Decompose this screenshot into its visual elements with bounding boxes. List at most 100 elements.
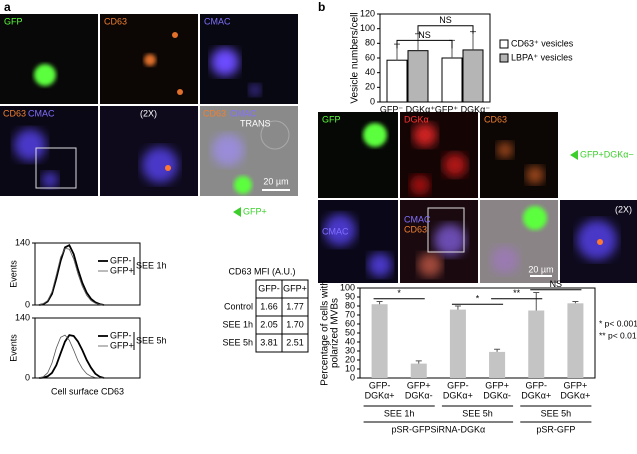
bar — [489, 351, 506, 378]
legend-swatch — [499, 53, 509, 63]
error-bar — [415, 360, 422, 364]
legend-label: GFP+ — [110, 340, 134, 350]
y-tick-label: 0 — [350, 372, 355, 382]
image-label: CMAC — [230, 108, 257, 118]
x-tick-label: GFP+ — [485, 380, 509, 390]
error-bar — [572, 301, 579, 304]
error-bar — [533, 292, 540, 311]
table-title: CD63 MFI (A.U.) — [228, 266, 295, 276]
error-bar — [470, 31, 476, 50]
scale-label: 20 µm — [263, 176, 288, 186]
table-cell: 3.81 — [260, 337, 278, 347]
y-tick-label: 10 — [345, 363, 355, 373]
table-cell: 1.77 — [286, 301, 304, 311]
significance-label: NS — [550, 279, 563, 289]
panel-label: a — [4, 0, 11, 14]
y-tick-label: 20 — [365, 82, 375, 92]
bar — [386, 59, 408, 103]
legend-condition: SEE 1h — [136, 260, 167, 270]
arrow-icon — [233, 207, 241, 217]
legend-label: LBPA⁺ vesicles — [511, 52, 573, 62]
image-label: CD63 — [3, 108, 26, 118]
legend-label: GFP+ — [110, 265, 134, 275]
micrographs-b: GFP DGKα CD63 CMAC CMAC CD63 20 µm (2X) — [318, 112, 637, 283]
x-tick-label: GFP+ — [407, 380, 431, 390]
significance-bracket — [396, 39, 453, 49]
x-tick-label: GFP⁻ DGKα⁺ — [380, 104, 435, 114]
image-label: GFP — [4, 16, 23, 26]
x-tick-label: GFP- — [526, 380, 548, 390]
note: ** p< 0.01 — [599, 330, 637, 340]
arrow-label: GFP+ — [243, 206, 267, 216]
table-cell: 2.51 — [286, 337, 304, 347]
table-cell: 2.05 — [260, 319, 278, 329]
bar — [410, 363, 427, 378]
legend-condition: SEE 5h — [136, 335, 167, 345]
arrow-label: GFP+DGKα− — [580, 149, 634, 159]
y-tick-label: 80 — [345, 300, 355, 310]
image-label: GFP — [322, 114, 341, 124]
error-bar — [494, 348, 501, 352]
significance-label: * — [397, 288, 401, 298]
error-bar — [415, 33, 421, 51]
error-bar — [376, 301, 383, 305]
x-tick-label: DGKα- — [483, 390, 511, 400]
y-tick-label: 0 — [370, 96, 375, 106]
significance-label: NS — [439, 15, 452, 25]
bar — [528, 310, 545, 378]
plot-frame — [34, 317, 141, 379]
significance-bracket — [417, 25, 474, 34]
legend-label: GFP- — [110, 255, 132, 265]
legend-label: CD63⁺ vesicles — [511, 38, 574, 48]
image-label: CD63 — [404, 224, 427, 234]
x-tick-label: DGKα+ — [365, 390, 395, 400]
y-tick-label: 50 — [345, 327, 355, 337]
image-label: CMAC — [322, 226, 349, 236]
y-axis-label: Events — [8, 260, 18, 288]
y-axis-label: Events — [8, 334, 18, 362]
y-tick-label: 90 — [345, 291, 355, 301]
x-tick-label: DGKα+ — [443, 390, 473, 400]
image-label: CD63 — [484, 114, 507, 124]
panel-label: b — [318, 0, 325, 14]
table-cell: Control — [224, 301, 253, 311]
legend-swatch — [499, 39, 509, 49]
image-label: CMAC — [28, 108, 55, 118]
y-tick-label: 80 — [365, 38, 375, 48]
group-label: SEE 5h — [462, 408, 493, 418]
y-axis-label: Vesicle numbers/cell — [350, 12, 361, 103]
image-label: TRANS — [240, 118, 271, 128]
y-tick-label: 100 — [360, 23, 375, 33]
table-header: GFP+ — [283, 283, 307, 293]
x-tick-label: GFP- — [369, 380, 391, 390]
y-tick-label: 100 — [340, 282, 355, 292]
y-axis-label: polarized MVBs — [330, 298, 341, 368]
x-tick-label: GFP⁺ DGKα⁻ — [435, 104, 490, 114]
table-cell: SEE 1h — [222, 319, 253, 329]
table-cell: 1.70 — [286, 319, 304, 329]
y-tick-label: 60 — [365, 52, 375, 62]
y-tick-label: 70 — [345, 309, 355, 319]
histogram-line — [38, 334, 104, 379]
construct-label: pSR-GFPSiRNA-DGKα — [391, 424, 485, 434]
legend-label: GFP- — [110, 330, 132, 340]
y-tick-label: 60 — [345, 318, 355, 328]
significance-label: * — [476, 294, 480, 304]
y-tick-label: 0 — [25, 299, 30, 309]
bar — [567, 303, 584, 378]
table-header: GFP- — [258, 283, 280, 293]
y-tick-label: 140 — [15, 312, 30, 322]
error-bar — [454, 305, 461, 310]
bar — [371, 304, 388, 378]
table: GFP- GFP+ Control 1.66 1.77 SEE 1h 2.05 1.70 SEE… — [222, 279, 309, 353]
image-label: CMAC — [404, 214, 431, 224]
image-label: (2X) — [615, 204, 632, 214]
y-tick-label: 30 — [345, 345, 355, 355]
x-tick-label: GFP+ — [564, 380, 588, 390]
table-cell: 1.66 — [260, 301, 278, 311]
image-label: CD63 — [203, 108, 226, 118]
image-label: (2X) — [140, 108, 157, 118]
significance-label: NS — [418, 30, 431, 40]
group-label: SEE 5h — [541, 408, 572, 418]
bar — [462, 49, 484, 103]
